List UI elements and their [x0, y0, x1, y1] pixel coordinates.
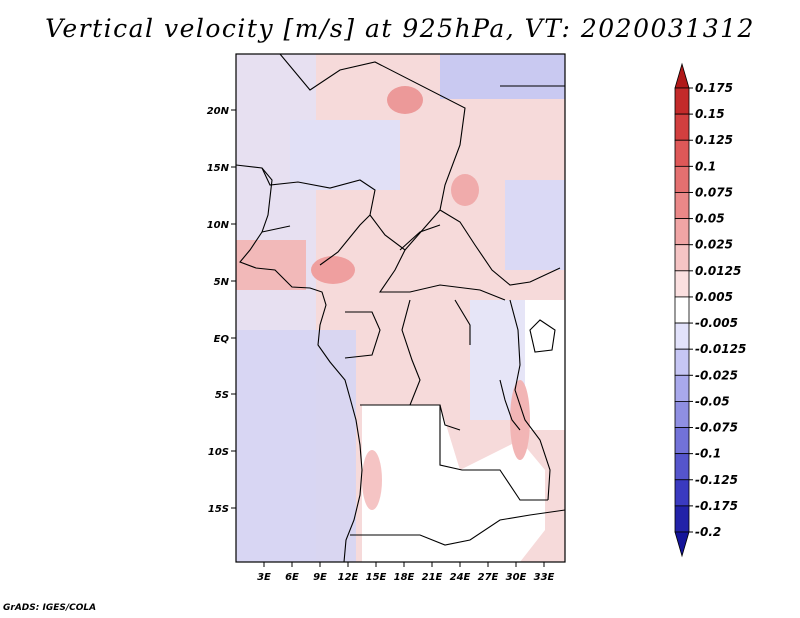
colorbar-label: -0.0125 — [695, 342, 746, 356]
colorbar-labels: 0.175 0.15 0.125 0.1 0.075 0.05 0.025 0.0125 0.0… — [695, 81, 746, 539]
colorbar-label: -0.2 — [695, 525, 721, 539]
velocity-field — [236, 54, 565, 562]
colorbar-label: 0.025 — [695, 238, 733, 252]
lat-label: 5S — [215, 390, 229, 401]
lat-label: 20N — [207, 106, 230, 117]
colorbar-label: -0.075 — [695, 421, 738, 435]
colorbar-segment — [674, 401, 690, 428]
map-title: Vertical velocity [m/s] at 925hPa, VT: 2… — [45, 14, 755, 43]
colorbar-segment — [674, 113, 690, 141]
lon-label: 24E — [450, 572, 471, 583]
lon-label: 9E — [313, 572, 327, 583]
colorbar — [674, 62, 693, 558]
colorbar-segment — [674, 218, 690, 246]
axis-ticks — [231, 109, 545, 567]
colorbar-label: -0.175 — [695, 499, 738, 513]
latitude-labels: 20N 15N 10N 5N EQ 5S 10S 15S — [207, 106, 230, 515]
colorbar-label: -0.025 — [695, 368, 738, 382]
colorbar-segment — [674, 348, 690, 376]
colorbar-segment — [674, 427, 690, 455]
lon-label: 33E — [534, 572, 555, 583]
colorbar-segment — [674, 270, 690, 298]
colorbar-label: -0.005 — [695, 316, 738, 330]
lon-label: 27E — [478, 572, 499, 583]
lon-label: 12E — [338, 572, 359, 583]
lat-label: EQ — [214, 334, 230, 345]
colorbar-top-arrow — [674, 62, 690, 89]
colorbar-label: 0.075 — [695, 185, 733, 199]
grads-credit: GrADS: IGES/COLA — [3, 603, 97, 613]
colorbar-segment — [674, 296, 690, 324]
colorbar-label: 0.1 — [695, 159, 716, 173]
colorbar-segment — [674, 453, 690, 481]
lat-label: 10S — [208, 447, 229, 458]
colorbar-bottom-arrow — [674, 531, 690, 558]
lon-label: 21E — [422, 572, 443, 583]
colorbar-label: 0.005 — [695, 290, 733, 304]
colorbar-segment — [674, 244, 690, 272]
colorbar-segment — [674, 479, 690, 507]
lat-label: 5N — [214, 277, 230, 288]
lon-label: 3E — [257, 572, 271, 583]
colorbar-label: 0.175 — [695, 81, 733, 95]
colorbar-label: 0.05 — [695, 212, 725, 226]
colorbar-segment — [674, 322, 690, 350]
country-borders — [236, 54, 565, 562]
colorbar-segment — [674, 192, 690, 219]
colorbar-segment — [674, 165, 690, 193]
colorbar-label: -0.1 — [695, 447, 721, 461]
longitude-labels: 3E 6E 9E 12E 15E 18E 21E 24E 27E 30E 33E — [257, 572, 554, 583]
colorbar-segment — [674, 87, 690, 115]
colorbar-label: -0.05 — [695, 394, 730, 408]
lon-label: 30E — [506, 572, 527, 583]
colorbar-label: 0.0125 — [695, 264, 741, 278]
colorbar-label: 0.125 — [695, 133, 733, 147]
lat-label: 15S — [208, 504, 229, 515]
lon-label: 15E — [366, 572, 387, 583]
colorbar-segment — [674, 139, 690, 167]
lat-label: 10N — [207, 220, 230, 231]
lat-label: 15N — [207, 163, 230, 174]
colorbar-label: -0.125 — [695, 473, 738, 487]
lon-label: 6E — [285, 572, 299, 583]
lon-label: 18E — [394, 572, 415, 583]
colorbar-label: 0.15 — [695, 107, 725, 121]
colorbar-segment — [674, 374, 690, 402]
colorbar-segment — [674, 505, 690, 533]
